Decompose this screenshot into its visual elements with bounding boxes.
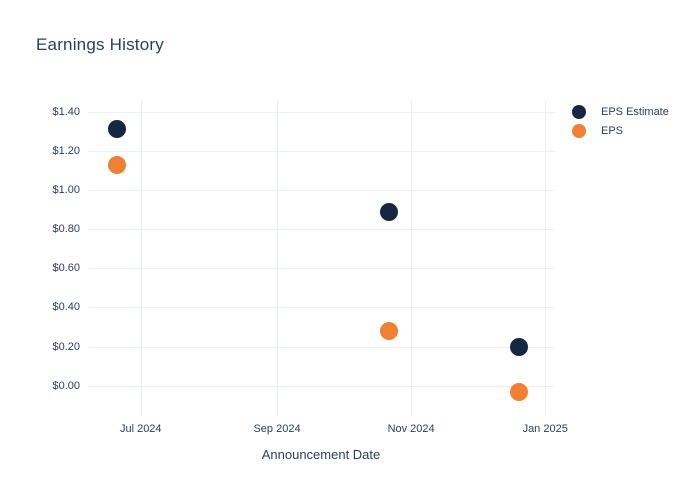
y-gridline: [88, 385, 554, 387]
y-gridline: [88, 268, 554, 270]
y-tick-label: $1.40: [52, 105, 80, 118]
y-tick-label: $0.40: [52, 301, 80, 314]
eps-estimate-marker-icon: [572, 105, 586, 120]
y-gridline: [88, 150, 554, 152]
x-gridline: [140, 100, 142, 415]
y-gridline: [88, 111, 554, 113]
legend-label-eps-estimate: EPS Estimate: [601, 106, 669, 119]
y-tick-label: $1.20: [52, 144, 80, 157]
data-point-eps-estimate[interactable]: [107, 120, 126, 139]
data-point-eps-estimate[interactable]: [509, 337, 528, 356]
x-tick-label: Jan 2025: [522, 423, 568, 435]
y-tick-label: $0.80: [52, 223, 80, 236]
x-gridline: [277, 100, 279, 415]
legend-label-eps: EPS: [601, 124, 624, 137]
y-tick-label: $0.60: [52, 262, 80, 275]
x-axis-title: Announcement Date: [261, 447, 381, 462]
x-tick-label: Sep 2024: [253, 423, 301, 435]
legend-item-eps[interactable]: EPS: [572, 122, 669, 141]
legend-item-eps-estimate[interactable]: EPS Estimate: [572, 103, 669, 122]
y-gridline: [88, 190, 554, 191]
y-tick-label: $1.00: [52, 184, 80, 196]
y-gridline: [88, 307, 554, 309]
x-gridline: [411, 100, 413, 415]
eps-marker-icon: [572, 123, 586, 138]
data-point-eps[interactable]: [107, 155, 126, 174]
x-tick-label: Jul 2024: [119, 423, 162, 435]
chart-title: Earnings History: [36, 35, 164, 54]
x-tick-label: Nov 2024: [387, 423, 435, 435]
data-point-eps[interactable]: [509, 382, 528, 401]
y-gridline: [88, 346, 554, 348]
y-gridline: [88, 229, 554, 231]
legend: EPS Estimate EPS: [572, 103, 669, 140]
data-point-eps[interactable]: [380, 321, 399, 340]
y-tick-label: $0.20: [52, 340, 80, 353]
data-point-eps-estimate[interactable]: [380, 202, 399, 221]
y-tick-label: $0.00: [52, 379, 80, 392]
x-gridline: [545, 100, 547, 415]
